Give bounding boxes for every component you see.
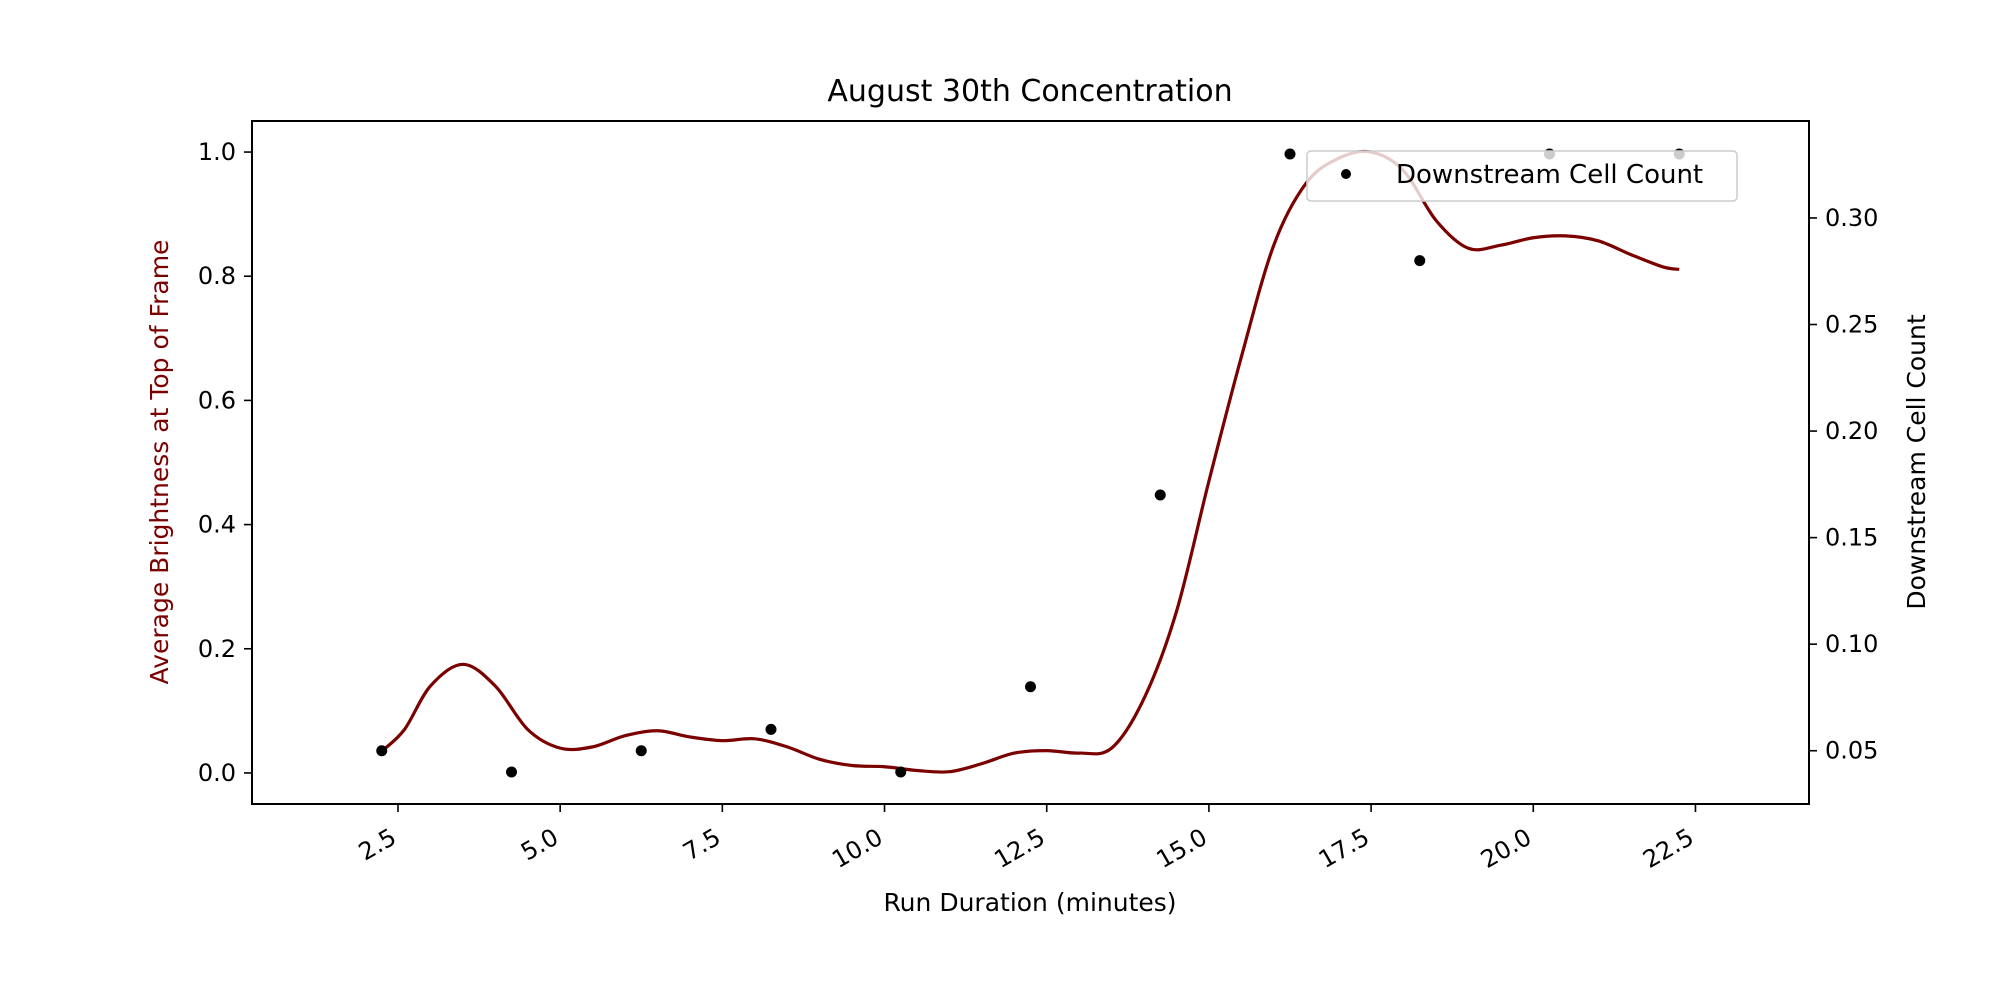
y-axis-left-label: Average Brightness at Top of Frame [145,240,174,685]
cell-count-point [1025,681,1036,693]
legend-box [1306,150,1738,202]
brightness-line [380,149,1680,774]
plot-frame [251,120,1810,805]
y-right-tick-label: 0.30 [1825,204,1878,232]
cell-count-point [376,745,388,757]
cell-count-point [506,766,517,778]
y-right-tick-label: 0.05 [1825,737,1878,765]
legend-label: Downstream Cell Count [1396,160,1703,190]
y-right-tick-label: 0.15 [1825,524,1878,552]
y-left-tick-label: 0.6 [198,386,236,414]
cell-count-point [1414,255,1426,267]
cell-count-point [765,723,777,735]
y-axis-right: 0.05 0.10 0.15 0.20 0.25 0.30 [1809,204,1878,765]
cell-count-point [1154,489,1166,501]
y-left-tick-label: 1.0 [198,138,236,166]
y-left-tick-label: 0.2 [198,635,236,663]
y-left-tick-label: 0.8 [198,262,236,290]
legend: Downstream Cell Count [1306,150,1738,202]
cell-count-point [895,766,907,778]
chart-title: August 30th Concentration [827,74,1232,109]
y-right-tick-label: 0.20 [1825,417,1878,445]
y-right-tick-label: 0.25 [1825,311,1878,339]
cell-count-point [1284,148,1296,160]
cell-count-point [635,745,647,757]
y-right-tick-label: 0.10 [1825,630,1878,658]
x-axis-label: Run Duration (minutes) [883,888,1176,917]
plot-area [376,148,1685,778]
y-axis-right-label: Downstream Cell Count [1902,314,1931,610]
legend-marker [1341,169,1351,179]
y-axis-left: 0.0 0.2 0.4 0.6 0.8 1.0 [198,138,252,787]
y-left-tick-label: 0.4 [198,511,236,539]
y-left-tick-label: 0.0 [198,759,236,787]
